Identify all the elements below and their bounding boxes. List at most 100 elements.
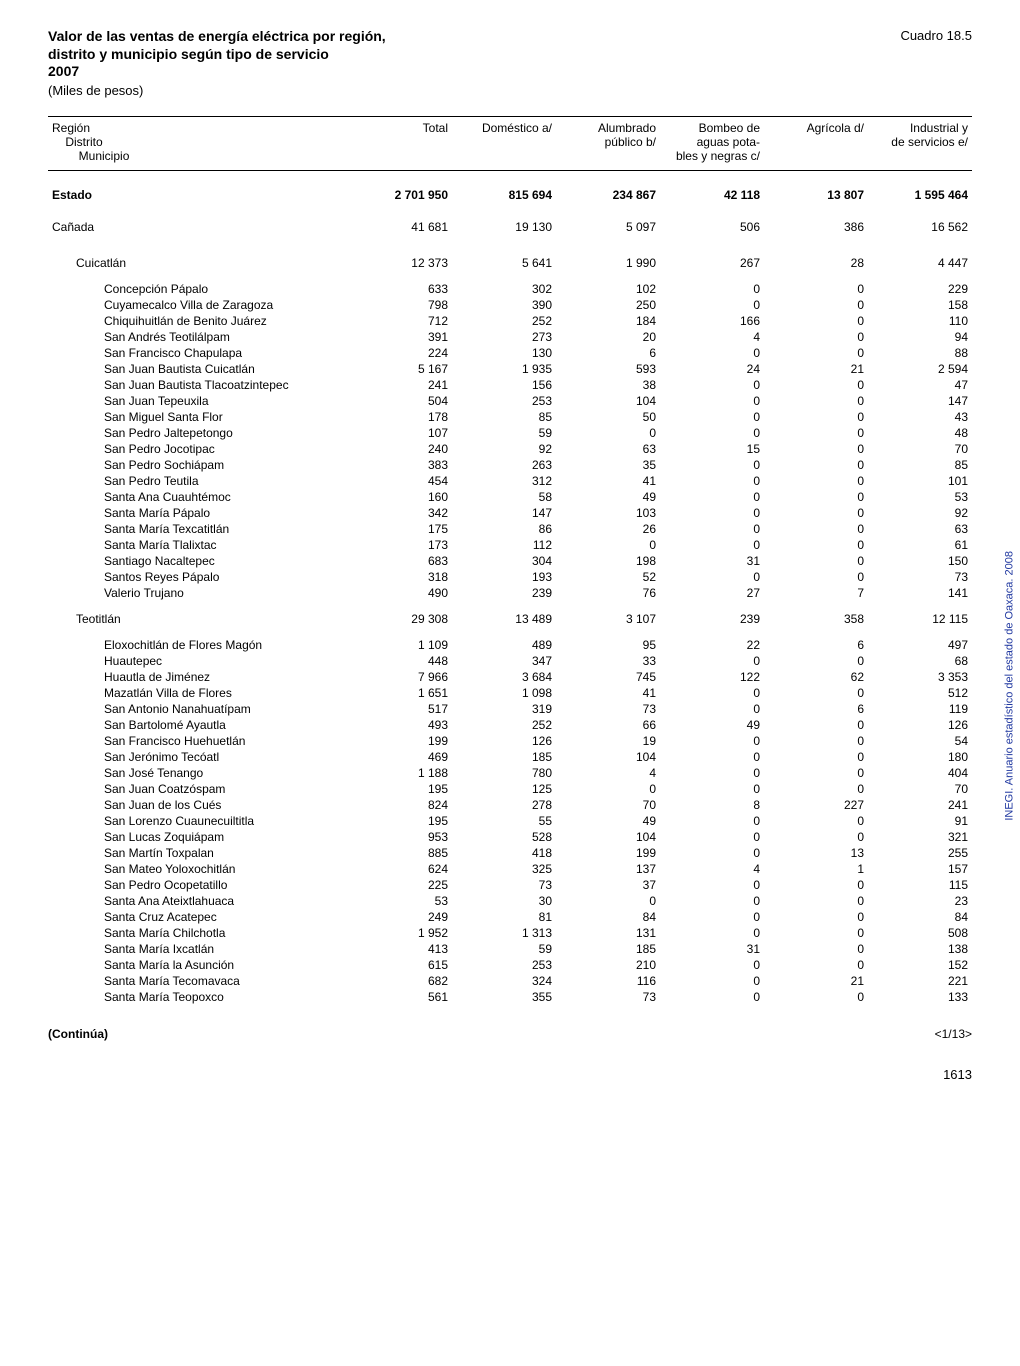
row-value: 0 bbox=[660, 749, 764, 765]
row-value: 413 bbox=[348, 941, 452, 957]
table-row: San Bartolomé Ayautla49325266490126 bbox=[48, 717, 972, 733]
row-value: 234 867 bbox=[556, 187, 660, 203]
row-value: 62 bbox=[764, 669, 868, 685]
row-value: 84 bbox=[868, 909, 972, 925]
page-title: Valor de las ventas de energía eléctrica… bbox=[48, 28, 386, 81]
row-name: Cañada bbox=[48, 219, 348, 235]
table-row: Santos Reyes Pápalo318193520073 bbox=[48, 569, 972, 585]
row-value: 92 bbox=[452, 441, 556, 457]
row-value: 506 bbox=[660, 219, 764, 235]
row-value: 418 bbox=[452, 845, 556, 861]
spacer-row bbox=[48, 271, 972, 281]
row-value: 104 bbox=[556, 749, 660, 765]
row-value: 41 bbox=[556, 473, 660, 489]
table-row: Santa María Chilchotla1 9521 31313100508 bbox=[48, 925, 972, 941]
row-value: 156 bbox=[452, 377, 556, 393]
row-value: 26 bbox=[556, 521, 660, 537]
col-total: Total bbox=[348, 116, 452, 170]
row-value: 0 bbox=[764, 345, 868, 361]
row-value: 391 bbox=[348, 329, 452, 345]
row-value: 49 bbox=[556, 813, 660, 829]
row-value: 745 bbox=[556, 669, 660, 685]
row-value: 21 bbox=[764, 361, 868, 377]
row-value: 0 bbox=[764, 989, 868, 1005]
row-value: 615 bbox=[348, 957, 452, 973]
row-value: 157 bbox=[868, 861, 972, 877]
table-row: San Andrés Teotilálpam391273204094 bbox=[48, 329, 972, 345]
row-value: 0 bbox=[660, 893, 764, 909]
row-value: 137 bbox=[556, 861, 660, 877]
row-value: 321 bbox=[868, 829, 972, 845]
spacer-row bbox=[48, 203, 972, 219]
spacer-row bbox=[48, 601, 972, 611]
row-value: 953 bbox=[348, 829, 452, 845]
row-value: 1 bbox=[764, 861, 868, 877]
row-value: 0 bbox=[660, 281, 764, 297]
row-name: San Juan de los Cués bbox=[48, 797, 348, 813]
row-value: 4 bbox=[556, 765, 660, 781]
spacer-row bbox=[48, 235, 972, 245]
table-row: San Jerónimo Tecóatl46918510400180 bbox=[48, 749, 972, 765]
row-value: 0 bbox=[660, 685, 764, 701]
row-value: 49 bbox=[556, 489, 660, 505]
row-value: 1 188 bbox=[348, 765, 452, 781]
row-value: 3 684 bbox=[452, 669, 556, 685]
row-value: 31 bbox=[660, 941, 764, 957]
row-value: 0 bbox=[764, 893, 868, 909]
table-row: Santa María Ixcatlán41359185310138 bbox=[48, 941, 972, 957]
row-value: 239 bbox=[452, 585, 556, 601]
table-row: San Antonio Nanahuatípam5173197306119 bbox=[48, 701, 972, 717]
row-value: 5 641 bbox=[452, 255, 556, 271]
row-value: 0 bbox=[660, 377, 764, 393]
row-value: 302 bbox=[452, 281, 556, 297]
row-value: 49 bbox=[660, 717, 764, 733]
row-value: 325 bbox=[452, 861, 556, 877]
table-row: San Miguel Santa Flor17885500043 bbox=[48, 409, 972, 425]
row-value: 0 bbox=[764, 829, 868, 845]
row-value: 0 bbox=[764, 569, 868, 585]
row-name: San Pedro Jocotipac bbox=[48, 441, 348, 457]
table-row: Huautla de Jiménez7 9663 684745122623 35… bbox=[48, 669, 972, 685]
row-name: San Lorenzo Cuaunecuiltitla bbox=[48, 813, 348, 829]
row-value: 59 bbox=[452, 941, 556, 957]
row-value: 0 bbox=[764, 685, 868, 701]
row-value: 1 098 bbox=[452, 685, 556, 701]
row-name: San Mateo Yoloxochitlán bbox=[48, 861, 348, 877]
table-row: Valerio Trujano49023976277141 bbox=[48, 585, 972, 601]
row-value: 85 bbox=[452, 409, 556, 425]
table-row: Santa María Tlalixtac17311200061 bbox=[48, 537, 972, 553]
row-name: San Miguel Santa Flor bbox=[48, 409, 348, 425]
row-value: 517 bbox=[348, 701, 452, 717]
title-block: Valor de las ventas de energía eléctrica… bbox=[48, 28, 386, 98]
row-value: 1 935 bbox=[452, 361, 556, 377]
row-value: 0 bbox=[764, 393, 868, 409]
row-value: 0 bbox=[660, 569, 764, 585]
table-row: Cañada41 68119 1305 09750638616 562 bbox=[48, 219, 972, 235]
row-name: Valerio Trujano bbox=[48, 585, 348, 601]
col-name-l1: Región bbox=[52, 121, 90, 135]
row-value: 0 bbox=[764, 553, 868, 569]
row-value: 355 bbox=[452, 989, 556, 1005]
row-value: 147 bbox=[868, 393, 972, 409]
row-value: 383 bbox=[348, 457, 452, 473]
row-value: 150 bbox=[868, 553, 972, 569]
table-head: Región Distrito Municipio Total Doméstic… bbox=[48, 116, 972, 170]
row-value: 92 bbox=[868, 505, 972, 521]
table-row: San Juan Coatzóspam19512500070 bbox=[48, 781, 972, 797]
row-value: 33 bbox=[556, 653, 660, 669]
row-value: 0 bbox=[556, 893, 660, 909]
row-name: Santa Ana Cuauhtémoc bbox=[48, 489, 348, 505]
table-head-row: Región Distrito Municipio Total Doméstic… bbox=[48, 116, 972, 170]
row-value: 5 167 bbox=[348, 361, 452, 377]
row-value: 59 bbox=[452, 425, 556, 441]
row-value: 7 966 bbox=[348, 669, 452, 685]
row-value: 0 bbox=[764, 313, 868, 329]
cuadro-label: Cuadro 18.5 bbox=[900, 28, 972, 43]
row-value: 0 bbox=[660, 989, 764, 1005]
row-value: 195 bbox=[348, 813, 452, 829]
row-value: 20 bbox=[556, 329, 660, 345]
row-value: 7 bbox=[764, 585, 868, 601]
row-value: 6 bbox=[764, 637, 868, 653]
row-value: 0 bbox=[660, 537, 764, 553]
table-row: San Pedro Sochiápam383263350085 bbox=[48, 457, 972, 473]
